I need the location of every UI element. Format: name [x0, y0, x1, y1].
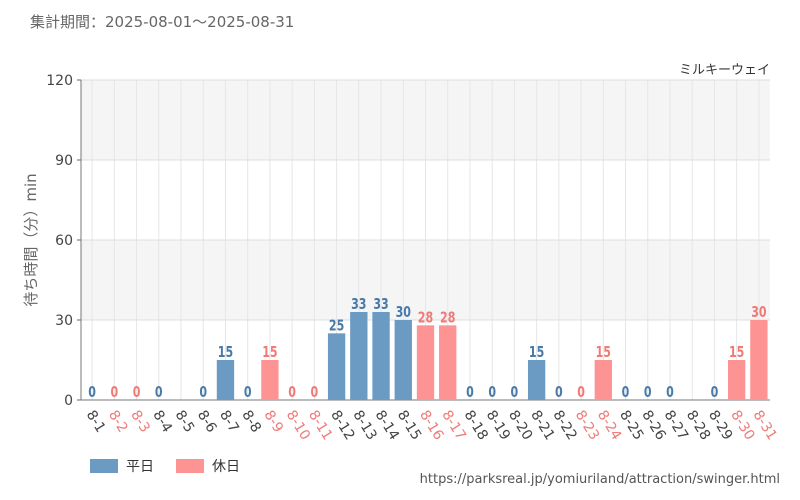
bar-value-label: 15	[218, 344, 233, 361]
bar-8-14	[372, 312, 390, 400]
bar-value-label: 0	[511, 384, 519, 401]
bar-value-label: 28	[440, 309, 455, 326]
legend-swatch-holiday	[176, 459, 204, 473]
bar-8-13	[350, 312, 368, 400]
bar-value-label: 0	[88, 384, 96, 401]
bar-value-label: 0	[644, 384, 652, 401]
legend-item-holiday: 休日	[176, 456, 240, 476]
bar-8-7	[216, 360, 235, 400]
source-url[interactable]: https://parksreal.jp/yomiuriland/attract…	[419, 472, 780, 487]
bar-8-15	[394, 320, 412, 400]
y-tick-label: 30	[55, 313, 73, 329]
bar-value-label: 15	[262, 344, 277, 361]
bar-value-label: 0	[110, 384, 118, 401]
y-tick-label: 60	[55, 233, 73, 249]
bar-value-label: 0	[577, 384, 585, 401]
bar-value-label: 0	[155, 384, 163, 401]
y-tick-label: 120	[46, 73, 73, 89]
wait-time-chart: 030609012008-108-208-308-48-508-6158-708…	[22, 63, 780, 443]
bar-8-9	[261, 360, 279, 400]
period-label: 集計期間：2025-08-01～2025-08-31	[30, 13, 295, 31]
x-tick-label: 8-1	[83, 408, 109, 436]
bar-value-label: 30	[751, 304, 766, 321]
legend-swatch-weekday	[90, 459, 118, 473]
bar-value-label: 15	[529, 344, 544, 361]
x-tick-label: 8-2	[105, 408, 131, 436]
legend: 平日 休日	[90, 456, 262, 476]
bar-8-12	[327, 333, 346, 400]
y-tick-label: 90	[55, 153, 73, 169]
bar-value-label: 0	[711, 384, 719, 401]
bar-value-label: 0	[555, 384, 563, 401]
legend-item-weekday: 平日	[90, 456, 154, 476]
bar-value-label: 0	[466, 384, 474, 401]
legend-label-holiday: 休日	[212, 459, 240, 475]
bar-8-17	[439, 325, 457, 400]
bar-value-label: 33	[373, 296, 388, 313]
bar-value-label: 0	[666, 384, 674, 401]
x-tick-label: 8-31	[749, 408, 779, 443]
bar-8-31	[750, 320, 768, 400]
attraction-name: ミルキーウェイ	[679, 63, 770, 78]
bar-value-label: 0	[311, 384, 319, 401]
x-tick-label: 8-8	[238, 408, 264, 436]
bar-value-label: 15	[596, 344, 611, 361]
bar-value-label: 0	[288, 384, 296, 401]
bar-value-label: 33	[351, 296, 366, 313]
bar-value-label: 0	[488, 384, 496, 401]
bar-value-label: 0	[244, 384, 252, 401]
bar-value-label: 0	[622, 384, 630, 401]
bar-8-24	[594, 360, 612, 400]
bar-value-label: 25	[329, 317, 344, 334]
bar-value-label: 0	[133, 384, 141, 401]
legend-label-weekday: 平日	[126, 459, 154, 475]
bar-value-label: 0	[199, 384, 207, 401]
bar-8-21	[527, 360, 546, 400]
x-tick-label: 8-5	[172, 408, 198, 436]
bar-value-label: 15	[729, 344, 744, 361]
bar-8-30	[727, 360, 746, 400]
y-tick-label: 0	[64, 393, 73, 409]
x-tick-label: 8-7	[216, 408, 242, 436]
bar-value-label: 28	[418, 309, 433, 326]
bar-value-label: 30	[396, 304, 411, 321]
x-tick-label: 8-3	[127, 408, 153, 436]
x-tick-label: 8-6	[194, 408, 220, 436]
bar-8-16	[416, 325, 435, 400]
x-tick-label: 8-4	[149, 408, 175, 436]
y-axis-title: 待ち時間（分）min	[22, 173, 40, 306]
x-tick-label: 8-9	[261, 408, 287, 436]
